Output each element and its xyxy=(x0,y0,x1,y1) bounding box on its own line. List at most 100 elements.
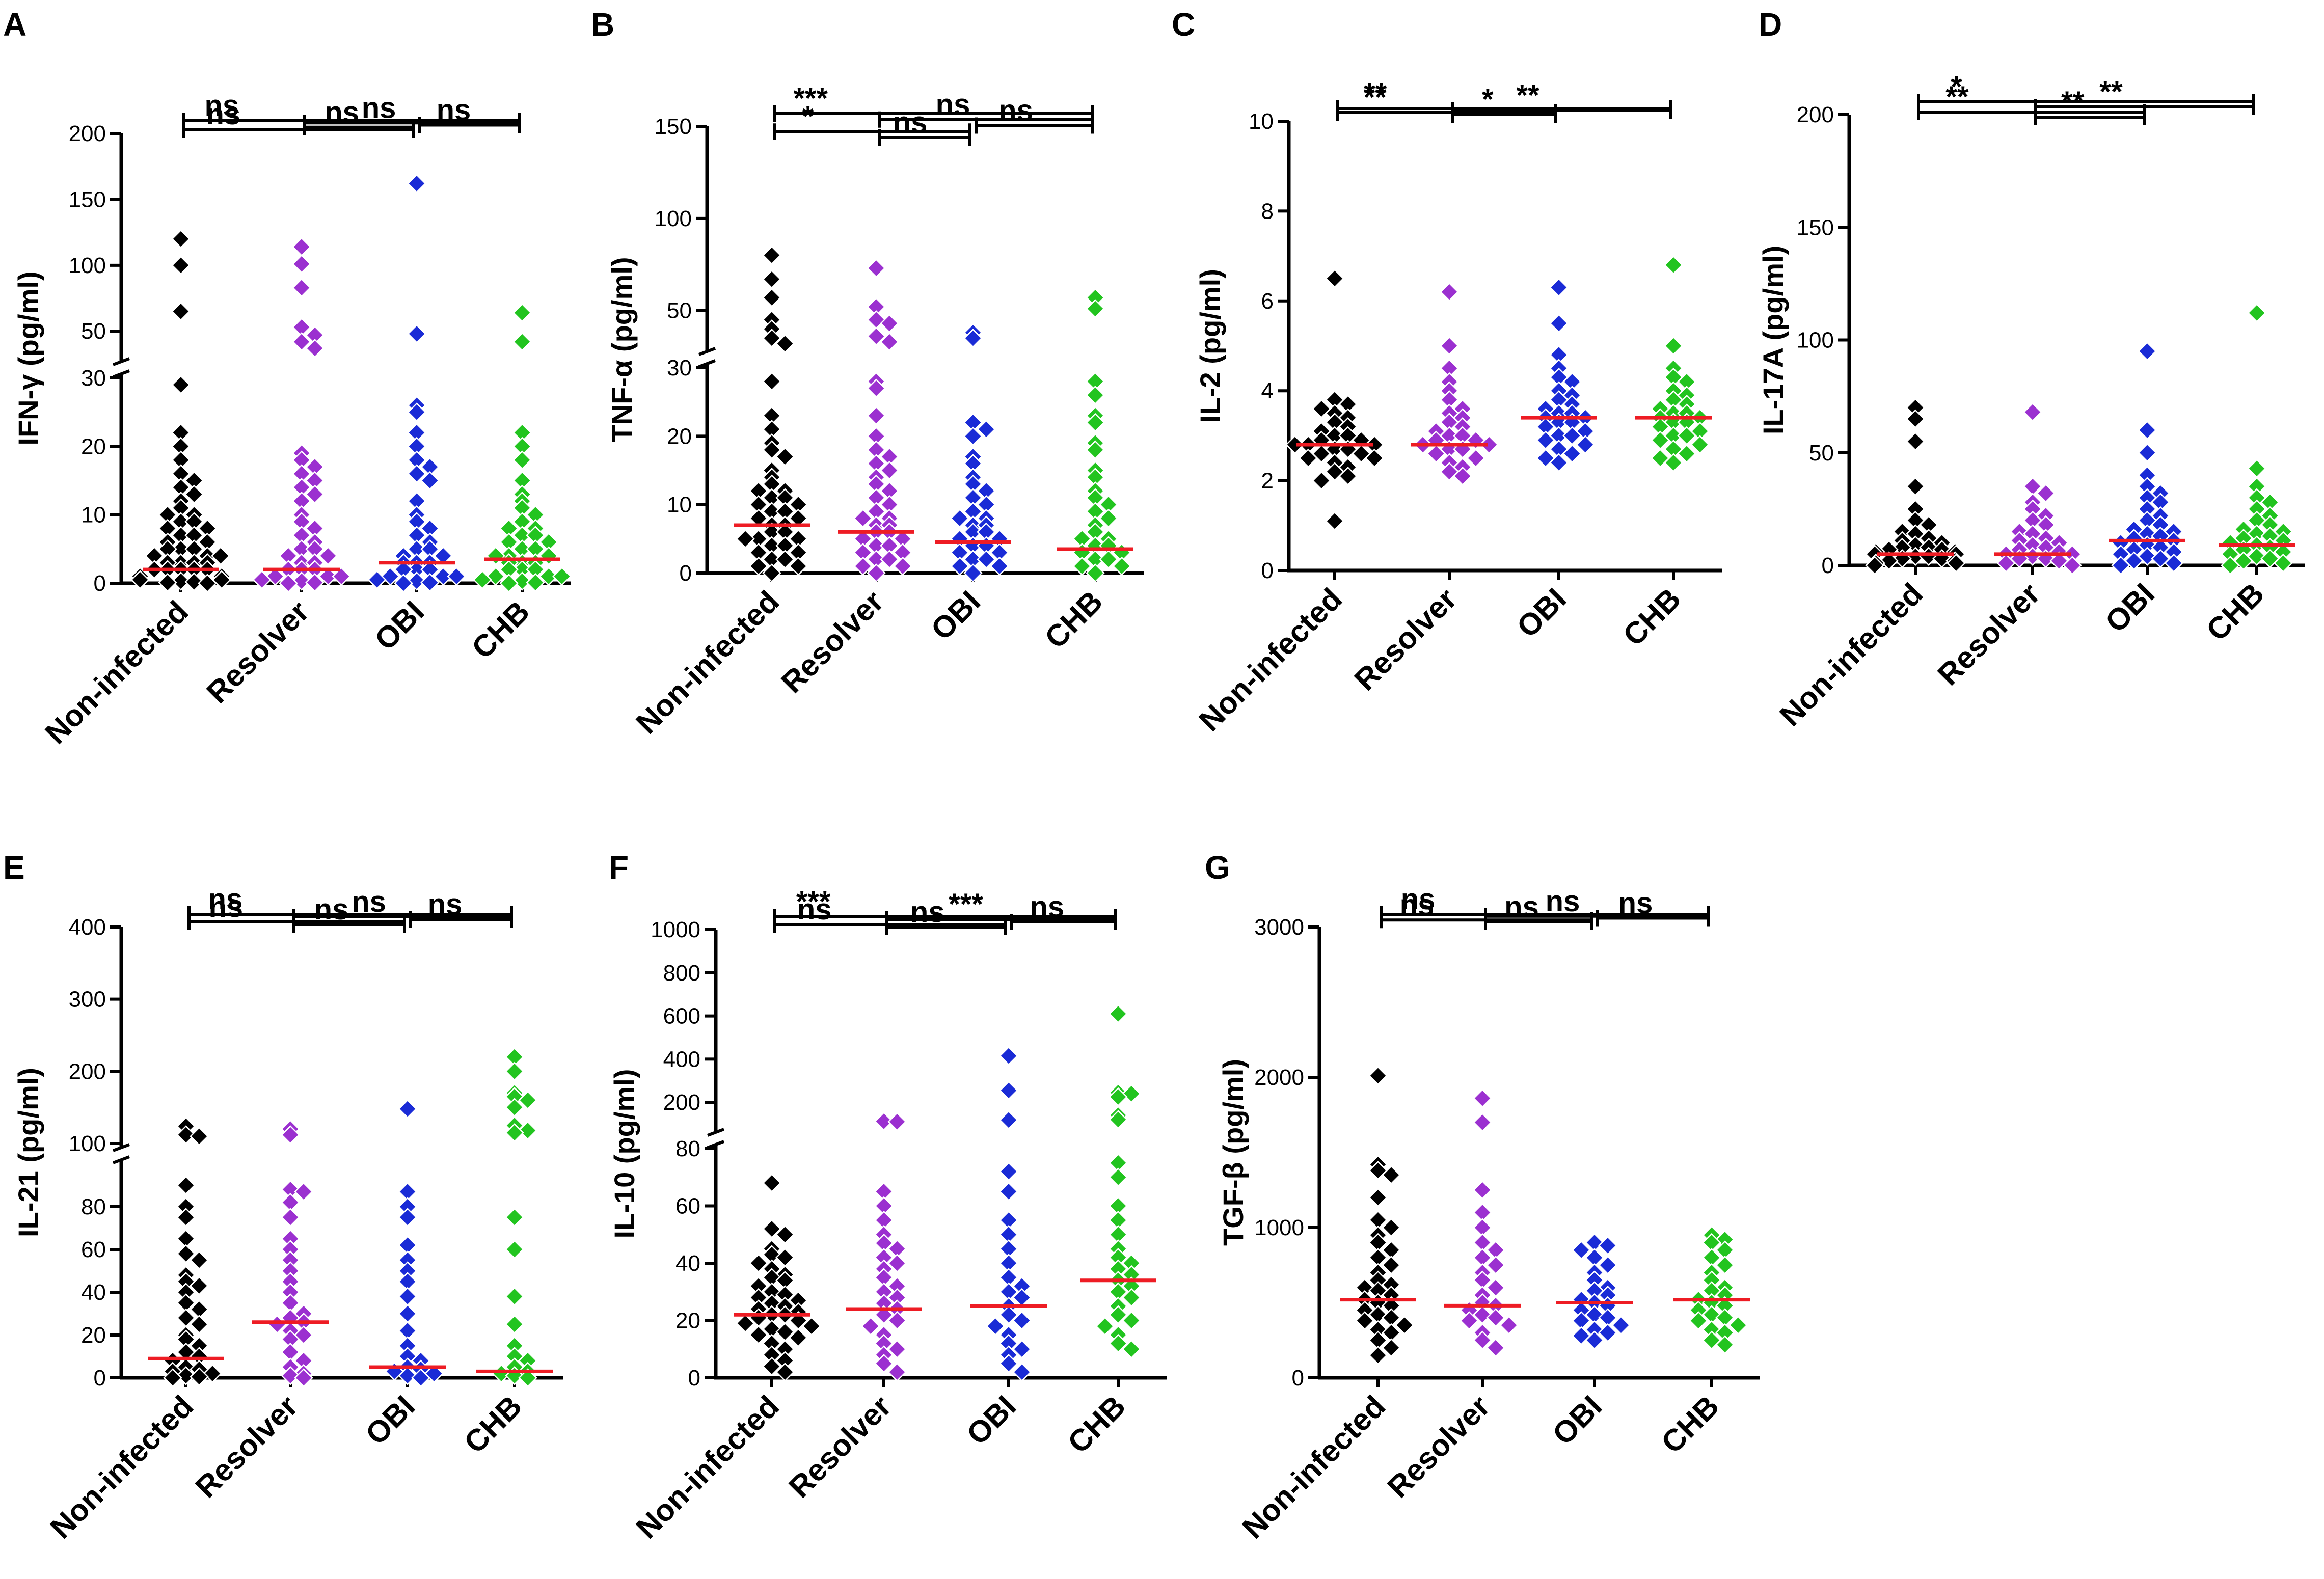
data-point xyxy=(203,1364,222,1383)
data-point xyxy=(398,1287,417,1306)
data-point xyxy=(775,1224,795,1244)
data-point xyxy=(887,1311,907,1330)
category-label: Non-infected xyxy=(1193,582,1349,738)
data-point xyxy=(552,566,572,586)
data-point xyxy=(434,546,453,566)
data-point xyxy=(2221,556,2240,575)
data-point xyxy=(212,570,231,590)
data-point xyxy=(420,471,440,491)
data-point xyxy=(292,332,311,351)
significance-label: ns xyxy=(362,91,396,124)
data-point xyxy=(539,566,558,586)
y-tick-label: 50 xyxy=(1809,441,1834,466)
y-axis-title: TGF-β (pg/ml) xyxy=(1217,1059,1249,1246)
data-point xyxy=(1728,1315,1748,1335)
y-tick-label: 10 xyxy=(1249,109,1274,134)
y-tick-label: 600 xyxy=(663,1004,700,1029)
category-label: CHB xyxy=(465,594,536,665)
data-point xyxy=(1677,444,1696,464)
data-point xyxy=(279,574,298,593)
panel-letter: C xyxy=(1172,6,1195,43)
data-point xyxy=(1585,1330,1604,1350)
data-point xyxy=(398,1099,417,1119)
data-point xyxy=(950,508,969,528)
data-point xyxy=(171,256,191,275)
data-point xyxy=(265,566,285,586)
data-point xyxy=(853,508,873,528)
data-point xyxy=(950,556,969,576)
data-point xyxy=(407,571,426,591)
data-point xyxy=(1572,1240,1591,1260)
data-point xyxy=(1012,1339,1032,1359)
data-point xyxy=(1086,299,1105,318)
data-point xyxy=(1099,508,1118,528)
category-label: OBI xyxy=(960,1389,1022,1452)
data-point xyxy=(198,574,217,593)
panel-letter: G xyxy=(1205,849,1230,886)
data-point xyxy=(1109,1167,1128,1187)
y-tick-label: 10 xyxy=(81,503,106,528)
data-point xyxy=(990,556,1009,576)
y-tick-label: 100 xyxy=(655,206,692,231)
data-point xyxy=(512,332,532,351)
data-point xyxy=(184,572,204,592)
category-label: CHB xyxy=(1061,1389,1132,1460)
data-point xyxy=(1996,553,2016,573)
data-point xyxy=(486,546,505,566)
significance-label: ns xyxy=(1504,890,1539,923)
data-point xyxy=(1906,409,1925,429)
data-point xyxy=(407,464,426,483)
data-point xyxy=(1906,477,1925,496)
data-point xyxy=(305,484,325,504)
data-point xyxy=(775,334,795,353)
category-label: OBI xyxy=(2098,577,2161,639)
category-label: Non-infected xyxy=(1236,1389,1392,1545)
data-point xyxy=(163,1368,182,1387)
data-point xyxy=(762,372,781,391)
data-point xyxy=(1486,1308,1505,1327)
y-tick-label: 200 xyxy=(663,1090,700,1115)
data-point xyxy=(1549,278,1569,297)
data-point xyxy=(736,1314,755,1333)
data-point xyxy=(887,1254,907,1273)
data-point xyxy=(171,375,191,395)
data-point xyxy=(1486,1338,1505,1357)
y-tick-label: 20 xyxy=(675,1309,700,1333)
data-point xyxy=(1109,1305,1128,1325)
category-label: Resolver xyxy=(1381,1389,1497,1505)
data-point xyxy=(1664,255,1683,275)
data-point xyxy=(1598,1323,1617,1343)
data-point xyxy=(963,563,983,583)
data-point xyxy=(176,1176,196,1195)
data-point xyxy=(176,1244,196,1264)
data-point xyxy=(880,550,899,569)
data-point xyxy=(526,573,545,592)
data-point xyxy=(2023,402,2042,422)
category-label: Resolver xyxy=(775,584,890,700)
data-point xyxy=(407,324,426,344)
category-label: OBI xyxy=(1546,1389,1608,1452)
y-tick-label: 400 xyxy=(663,1047,700,1072)
y-tick-label: 8 xyxy=(1261,199,1274,224)
data-point xyxy=(512,450,532,470)
data-point xyxy=(1382,1338,1401,1357)
y-axis-title: IL-17A (pg/ml) xyxy=(1757,246,1789,434)
category-label: Resolver xyxy=(1348,582,1464,697)
data-point xyxy=(1473,1180,1492,1200)
axis-break-mark xyxy=(112,1155,130,1164)
significance-bracket xyxy=(182,113,521,129)
data-point xyxy=(1664,336,1683,356)
data-point xyxy=(986,1316,1005,1336)
significance-label: * xyxy=(802,100,814,133)
data-point xyxy=(411,1368,430,1387)
significance-bracket xyxy=(1917,94,2255,110)
y-tick-label: 0 xyxy=(1292,1366,1304,1391)
data-point xyxy=(1122,1288,1141,1308)
data-point xyxy=(381,566,400,586)
data-point xyxy=(367,570,387,590)
data-point xyxy=(2138,341,2157,361)
data-point xyxy=(1109,1110,1128,1129)
data-point xyxy=(1562,444,1582,464)
data-point xyxy=(305,339,325,358)
panel-g: G 0 1000 2000 3000 TGF-β (pg/ml) Non-infectedR… xyxy=(1205,849,1760,1545)
